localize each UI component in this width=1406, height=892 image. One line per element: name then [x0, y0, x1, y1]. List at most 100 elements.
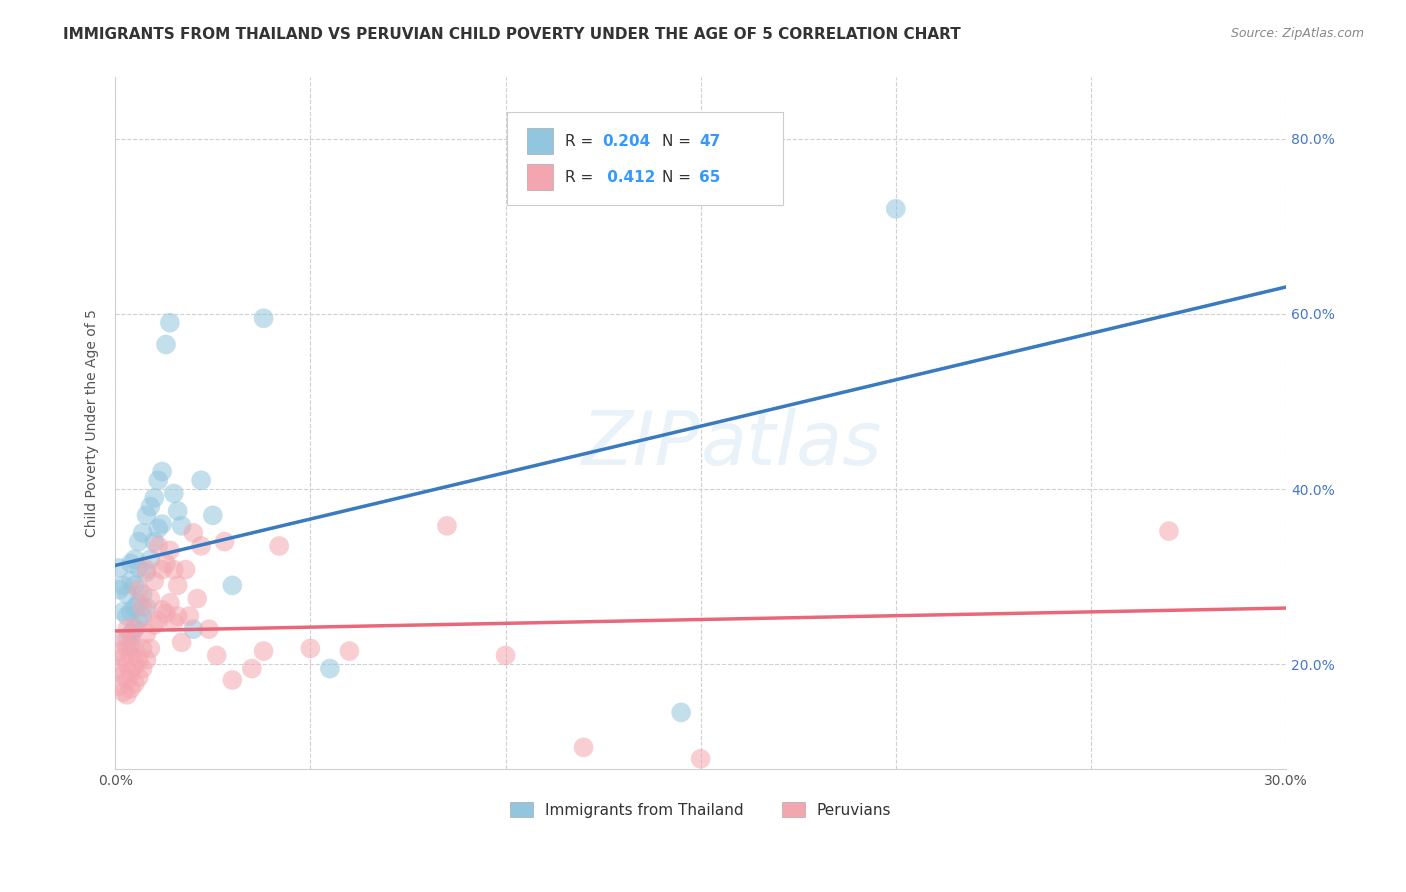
Point [108, 644, 131, 658]
Point [120, 665, 142, 680]
Point [112, 578, 135, 592]
Point [112, 650, 135, 665]
Point [163, 563, 186, 577]
Point [128, 614, 150, 628]
Point [669, 706, 692, 720]
Point [190, 473, 212, 487]
Point [190, 539, 212, 553]
Text: 47: 47 [699, 135, 721, 149]
Point [689, 752, 711, 766]
Text: 65: 65 [699, 170, 721, 186]
Point [214, 534, 236, 549]
Point [150, 465, 173, 479]
Point [155, 557, 177, 571]
Point [163, 615, 186, 630]
Point [112, 632, 135, 647]
Point [135, 563, 157, 577]
Point [112, 685, 135, 699]
Point [186, 591, 208, 606]
Text: IMMIGRANTS FROM THAILAND VS PERUVIAN CHILD POVERTY UNDER THE AGE OF 5 CORRELATIO: IMMIGRANTS FROM THAILAND VS PERUVIAN CHI… [63, 27, 962, 42]
Point [148, 521, 170, 535]
Point [128, 670, 150, 684]
Point [155, 607, 177, 621]
Point [115, 622, 138, 636]
Point [198, 622, 221, 636]
Point [120, 648, 142, 663]
Point [124, 600, 146, 615]
Point [572, 740, 595, 755]
Point [128, 653, 150, 667]
Point [135, 508, 157, 523]
Point [131, 641, 153, 656]
Point [135, 653, 157, 667]
Legend: Immigrants from Thailand, Peruvians: Immigrants from Thailand, Peruvians [503, 796, 897, 824]
Point [124, 659, 146, 673]
Point [166, 504, 188, 518]
Point [252, 644, 274, 658]
Point [108, 582, 131, 597]
Point [181, 525, 204, 540]
Point [166, 609, 188, 624]
Text: 0.204: 0.204 [602, 135, 651, 149]
Point [163, 486, 186, 500]
FancyBboxPatch shape [508, 112, 783, 205]
Point [1157, 524, 1180, 538]
Text: N =: N = [662, 135, 696, 149]
Point [128, 596, 150, 610]
Point [131, 600, 153, 615]
Point [112, 605, 135, 619]
Point [148, 539, 170, 553]
Bar [527, 128, 553, 154]
Point [139, 591, 162, 606]
Point [120, 557, 142, 571]
Point [155, 337, 177, 351]
Point [339, 644, 361, 658]
Point [150, 603, 173, 617]
Point [108, 561, 131, 575]
Text: atlas: atlas [700, 409, 882, 480]
Point [159, 316, 181, 330]
Point [115, 587, 138, 601]
Point [124, 622, 146, 636]
Point [166, 578, 188, 592]
Point [181, 622, 204, 636]
Point [221, 673, 243, 687]
Point [128, 561, 150, 575]
Point [159, 543, 181, 558]
Point [108, 662, 131, 676]
Point [131, 662, 153, 676]
Point [495, 648, 517, 663]
Point [115, 631, 138, 645]
Point [143, 491, 166, 505]
Point [115, 688, 138, 702]
Point [170, 635, 193, 649]
Bar [527, 164, 553, 190]
Point [115, 641, 138, 656]
Point [120, 640, 142, 654]
Point [884, 202, 907, 216]
Point [148, 614, 170, 628]
Point [143, 617, 166, 632]
Point [131, 587, 153, 601]
Point [124, 620, 146, 634]
Point [112, 667, 135, 681]
Point [124, 552, 146, 566]
Point [174, 563, 197, 577]
Point [135, 566, 157, 580]
Text: 0.412: 0.412 [602, 170, 655, 186]
Point [115, 673, 138, 687]
Point [115, 609, 138, 624]
Point [135, 626, 157, 640]
Point [240, 662, 263, 676]
Point [120, 605, 142, 619]
Point [201, 508, 224, 523]
Point [124, 578, 146, 592]
Text: Source: ZipAtlas.com: Source: ZipAtlas.com [1230, 27, 1364, 40]
Point [159, 596, 181, 610]
Point [124, 676, 146, 690]
Point [150, 517, 173, 532]
Point [436, 519, 458, 533]
Point [124, 641, 146, 656]
Point [128, 582, 150, 597]
Point [131, 609, 153, 624]
